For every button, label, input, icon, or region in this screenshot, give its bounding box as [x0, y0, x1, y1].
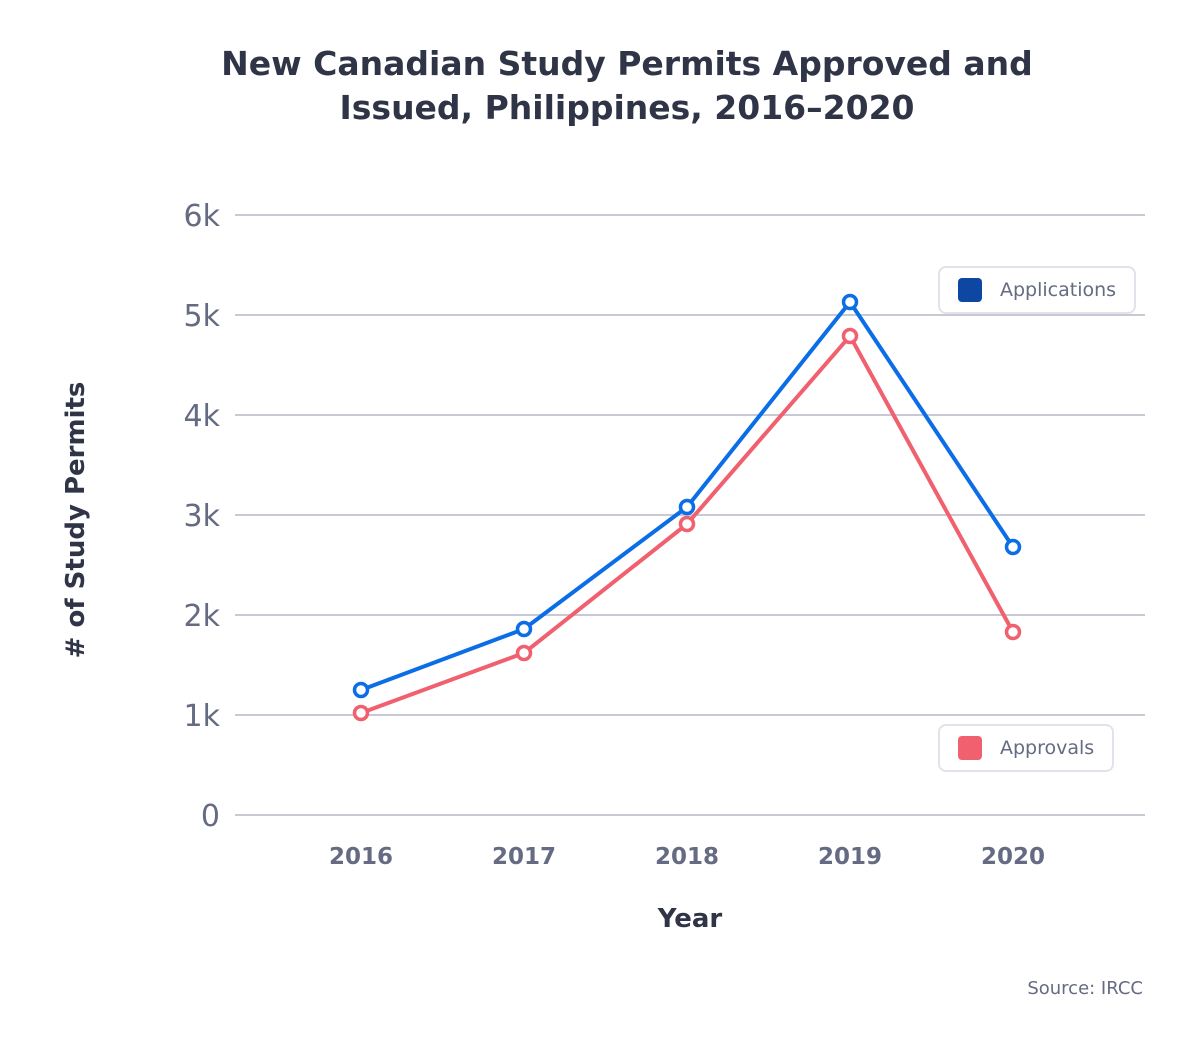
x-tick-label: 2017 — [492, 844, 556, 870]
data-point-approvals — [352, 704, 370, 722]
series-line-applications — [360, 300, 1015, 692]
data-point-applications — [841, 293, 859, 311]
data-point-applications — [678, 498, 696, 516]
y-tick-label: 2k — [184, 599, 221, 634]
y-tick-label: 1k — [184, 699, 221, 734]
legend-applications: Applications — [938, 266, 1137, 314]
legend-swatch-applications — [958, 278, 982, 302]
data-point-applications — [515, 620, 533, 638]
data-point-applications — [352, 681, 370, 699]
chart-title: New Canadian Study Permits Approved and — [221, 44, 1033, 83]
source-note: Source: IRCC — [1027, 978, 1143, 999]
y-tick-label: 3k — [184, 499, 221, 534]
data-point-approvals — [678, 515, 696, 533]
legend-label-applications: Applications — [1000, 279, 1117, 301]
legend-swatch-approvals — [958, 736, 982, 760]
data-point-applications — [1004, 538, 1022, 556]
y-axis-label: # of Study Permits — [61, 382, 91, 659]
data-point-approvals — [515, 644, 533, 662]
y-tick-label: 4k — [184, 399, 221, 434]
y-tick-label: 5k — [184, 299, 221, 334]
chart-title-line2: Issued, Philippines, 2016–2020 — [339, 88, 915, 127]
x-axis-label: Year — [657, 904, 723, 934]
x-tick-label: 2018 — [655, 844, 719, 870]
legend-label-approvals: Approvals — [1000, 737, 1095, 759]
x-tick-label: 2019 — [818, 844, 882, 870]
x-tick-label: 2016 — [329, 844, 393, 870]
legend-approvals: Approvals — [938, 724, 1115, 772]
y-tick-label: 0 — [201, 799, 220, 834]
x-tick-label: 2020 — [981, 844, 1045, 870]
data-point-approvals — [841, 327, 859, 345]
data-point-approvals — [1004, 623, 1022, 641]
y-tick-label: 6k — [184, 199, 221, 234]
